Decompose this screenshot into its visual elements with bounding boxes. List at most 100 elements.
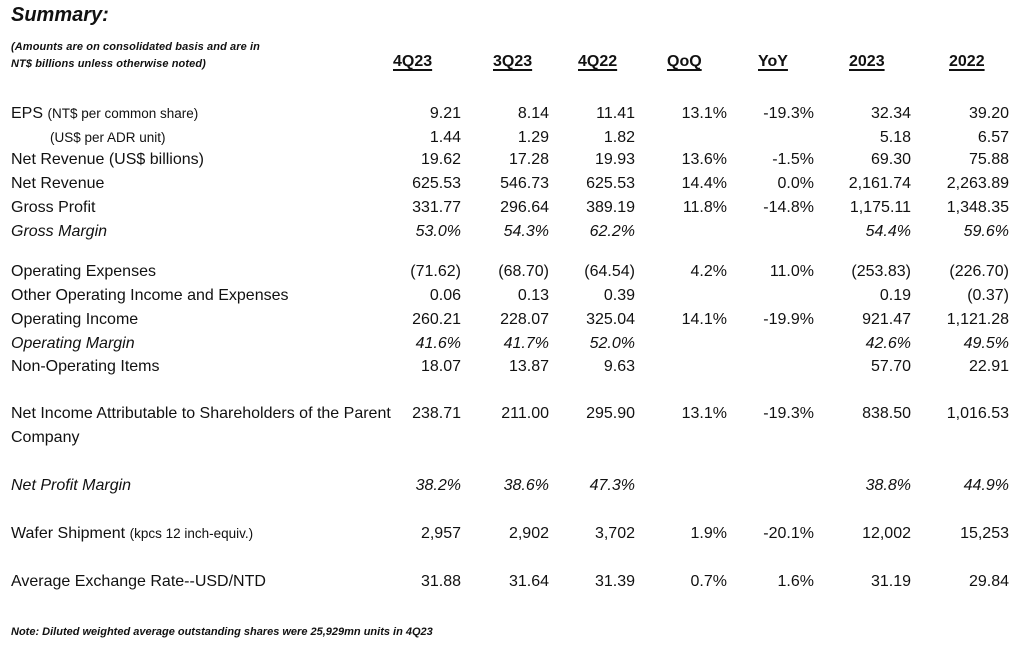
cell-2023: 1,175.11 xyxy=(849,199,911,216)
cell-4q22: 47.3% xyxy=(589,477,635,494)
cell-4q22: 325.04 xyxy=(586,311,635,328)
header-4q23: 4Q23 xyxy=(393,53,433,70)
row-exchange-rate: Average Exchange Rate--USD/NTD 31.88 31.6… xyxy=(0,570,1025,594)
cell-4q22: 1.82 xyxy=(603,129,635,146)
cell-2022: 1,348.35 xyxy=(946,199,1009,216)
footnote: Note: Diluted weighted average outstandi… xyxy=(11,626,433,638)
row-label: Non-Operating Items xyxy=(11,358,160,375)
cell-4q22: 31.39 xyxy=(594,573,635,590)
cell-3q23: 0.13 xyxy=(517,287,549,304)
row-label: Net Revenue xyxy=(11,175,105,192)
cell-2023: 69.30 xyxy=(870,151,911,168)
cell-4q23: 18.07 xyxy=(420,358,461,375)
row-label: EPS (NT$ per common share) xyxy=(11,105,199,122)
cell-3q23: 2,902 xyxy=(508,525,549,542)
row-label: Operating Income xyxy=(11,311,139,328)
cell-4q22: 11.41 xyxy=(596,105,635,122)
cell-2023: 54.4% xyxy=(865,223,911,240)
cell-2022: 59.6% xyxy=(963,223,1009,240)
cell-yoy: 0.0% xyxy=(777,175,814,192)
cell-4q22: 62.2% xyxy=(589,223,635,240)
cell-2023: 32.34 xyxy=(870,105,911,122)
cell-3q23: 296.64 xyxy=(500,199,549,216)
row-adr: (US$ per ADR unit) 1.44 1.29 1.82 5.18 6.57 xyxy=(0,126,1025,150)
cell-4q23: 41.6% xyxy=(415,335,461,352)
cell-4q22: 625.53 xyxy=(586,175,635,192)
cell-4q23: 31.88 xyxy=(420,573,461,590)
cell-yoy: -19.3% xyxy=(763,405,814,422)
cell-qoq: 4.2% xyxy=(690,263,727,280)
cell-2023: (253.83) xyxy=(851,263,911,280)
cell-2022: 1,121.28 xyxy=(946,311,1009,328)
cell-4q23: 38.2% xyxy=(415,477,461,494)
cell-4q22: 52.0% xyxy=(589,335,635,352)
header-4q22: 4Q22 xyxy=(578,53,618,70)
cell-3q23: 17.28 xyxy=(508,151,549,168)
row-operating-expenses: Operating Expenses (71.62) (68.70) (64.54)… xyxy=(0,260,1025,284)
cell-2023: 31.19 xyxy=(870,573,911,590)
cell-2023: 921.47 xyxy=(862,311,911,328)
cell-4q22: 3,702 xyxy=(594,525,635,542)
cell-2022: 15,253 xyxy=(960,525,1009,542)
cell-2022: 1,016.53 xyxy=(946,405,1009,422)
cell-2023: 838.50 xyxy=(862,405,911,422)
cell-4q22: 0.39 xyxy=(603,287,635,304)
row-label: Net Revenue (US$ billions) xyxy=(11,151,204,168)
row-gross-profit: Gross Profit 331.77 296.64 389.19 11.8% -14.… xyxy=(0,196,1025,220)
units-note-line2: NT$ billions unless otherwise noted) xyxy=(11,58,206,70)
header-yoy: YoY xyxy=(758,53,788,70)
row-eps: EPS (NT$ per common share) 9.21 8.14 11.41… xyxy=(0,102,1025,126)
cell-3q23: (68.70) xyxy=(498,263,549,280)
row-label: Operating Expenses xyxy=(11,263,156,280)
row-other-operating: Other Operating Income and Expenses 0.06… xyxy=(0,284,1025,308)
cell-2022: 39.20 xyxy=(968,105,1009,122)
cell-yoy: 1.6% xyxy=(777,573,814,590)
cell-2023: 0.19 xyxy=(879,287,911,304)
row-gross-margin: Gross Margin 53.0% 54.3% 62.2% 54.4% 59.6% xyxy=(0,220,1025,244)
cell-yoy: -1.5% xyxy=(772,151,814,168)
row-operating-income: Operating Income 260.21 228.07 325.04 14.1%… xyxy=(0,308,1025,332)
cell-2023: 5.18 xyxy=(879,129,911,146)
row-label: Average Exchange Rate--USD/NTD xyxy=(11,573,266,590)
cell-yoy: -14.8% xyxy=(763,199,814,216)
header-2023: 2023 xyxy=(849,53,885,70)
cell-4q23: 19.62 xyxy=(420,151,461,168)
cell-2023: 42.6% xyxy=(865,335,911,352)
cell-4q23: 0.06 xyxy=(429,287,461,304)
row-label: Operating Margin xyxy=(11,335,135,352)
page-title: Summary: xyxy=(11,4,109,26)
cell-2022: 29.84 xyxy=(968,573,1009,590)
cell-3q23: 38.6% xyxy=(503,477,549,494)
row-net-income: Net Income Attributable to Shareholders … xyxy=(0,402,1025,450)
row-net-revenue-usd: Net Revenue (US$ billions) 19.62 17.28 19.… xyxy=(0,148,1025,172)
row-non-operating: Non-Operating Items 18.07 13.87 9.63 57.70 2… xyxy=(0,355,1025,379)
cell-4q22: 295.90 xyxy=(586,405,635,422)
row-label: Gross Profit xyxy=(11,199,96,216)
cell-yoy: 11.0% xyxy=(769,263,814,280)
cell-qoq: 13.1% xyxy=(681,405,727,422)
cell-3q23: 54.3% xyxy=(503,223,549,240)
cell-4q22: 9.63 xyxy=(603,358,635,375)
cell-2022: 6.57 xyxy=(977,129,1009,146)
cell-2022: 49.5% xyxy=(963,335,1009,352)
cell-3q23: 8.14 xyxy=(517,105,549,122)
cell-4q23: 238.71 xyxy=(412,405,461,422)
cell-4q23: 625.53 xyxy=(412,175,461,192)
row-label: Net Income Attributable to Shareholders … xyxy=(11,405,391,446)
cell-2022: 2,263.89 xyxy=(946,175,1009,192)
cell-qoq: 11.8% xyxy=(682,199,727,216)
units-note-line1: (Amounts are on consolidated basis and a… xyxy=(11,41,260,53)
row-label: Other Operating Income and Expenses xyxy=(11,287,289,304)
cell-qoq: 14.1% xyxy=(681,311,727,328)
cell-4q23: 53.0% xyxy=(415,223,461,240)
cell-yoy: -19.9% xyxy=(763,311,814,328)
cell-3q23: 228.07 xyxy=(500,311,549,328)
cell-2022: (226.70) xyxy=(949,263,1009,280)
cell-qoq: 0.7% xyxy=(690,573,727,590)
cell-2023: 2,161.74 xyxy=(848,175,911,192)
cell-qoq: 13.1% xyxy=(681,105,727,122)
cell-qoq: 1.9% xyxy=(690,525,727,542)
row-operating-margin: Operating Margin 41.6% 41.7% 52.0% 42.6% 49.… xyxy=(0,332,1025,356)
cell-3q23: 546.73 xyxy=(500,175,549,192)
cell-2022: 22.91 xyxy=(968,358,1009,375)
